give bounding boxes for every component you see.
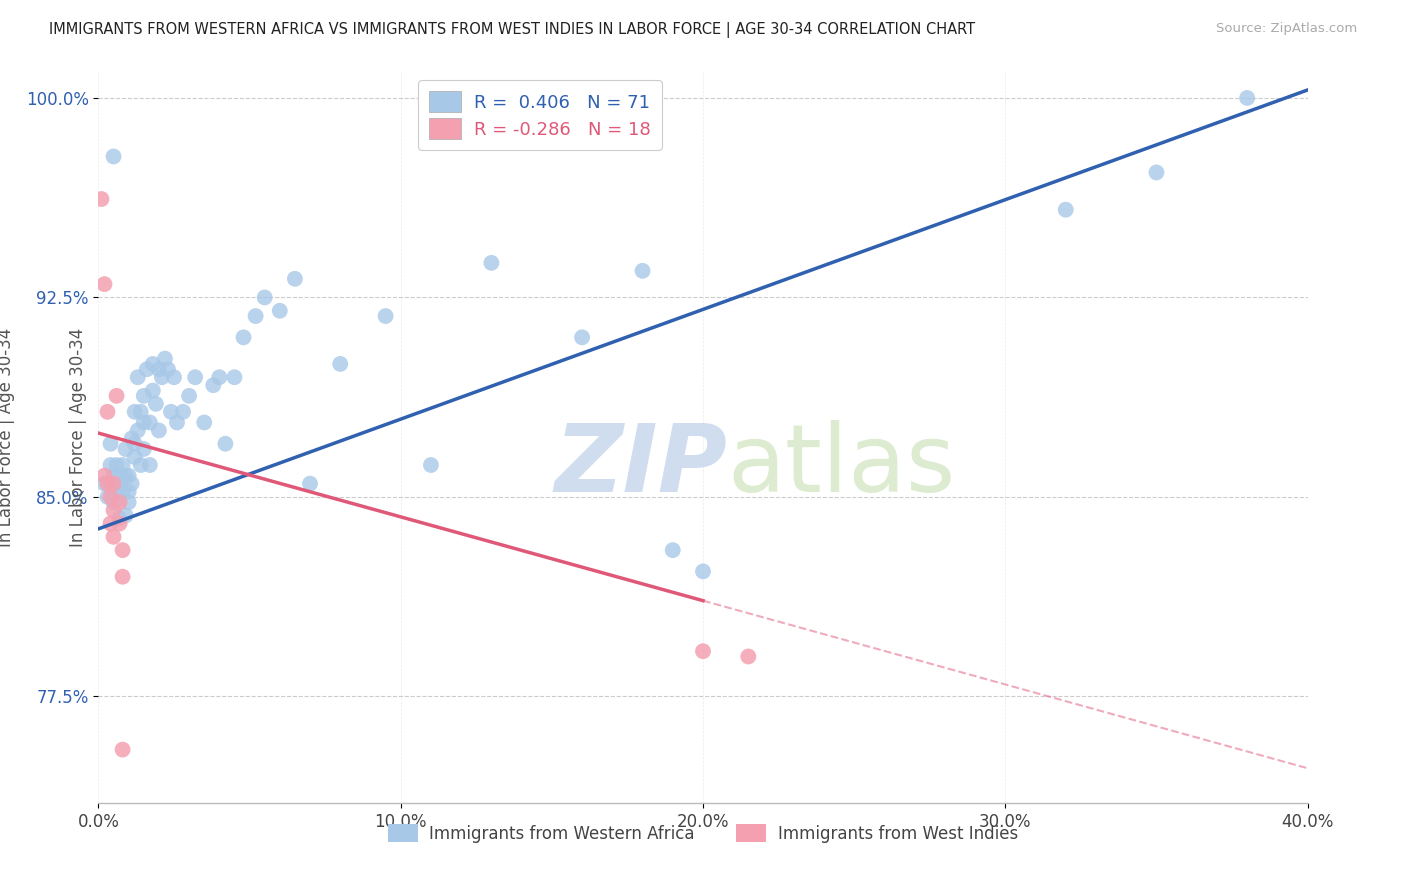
Point bbox=[127, 424, 149, 438]
Point bbox=[93, 476, 115, 491]
Point bbox=[692, 565, 714, 579]
Y-axis label: In Labor Force | Age 30-34: In Labor Force | Age 30-34 bbox=[69, 327, 87, 547]
Point bbox=[118, 495, 141, 509]
Point bbox=[299, 476, 322, 491]
Point bbox=[118, 468, 141, 483]
Point bbox=[481, 256, 503, 270]
Text: Source: ZipAtlas.com: Source: ZipAtlas.com bbox=[1216, 22, 1357, 36]
Point bbox=[118, 484, 141, 499]
Point bbox=[100, 436, 122, 450]
Point bbox=[148, 424, 170, 438]
Point bbox=[93, 277, 115, 292]
Point bbox=[108, 476, 131, 491]
Point bbox=[108, 495, 131, 509]
Point bbox=[420, 458, 443, 472]
Point bbox=[132, 416, 155, 430]
Point bbox=[179, 389, 201, 403]
Point bbox=[103, 495, 125, 509]
Y-axis label: In Labor Force | Age 30-34: In Labor Force | Age 30-34 bbox=[0, 327, 14, 547]
Point bbox=[139, 458, 162, 472]
Text: IMMIGRANTS FROM WESTERN AFRICA VS IMMIGRANTS FROM WEST INDIES IN LABOR FORCE | A: IMMIGRANTS FROM WESTERN AFRICA VS IMMIGR… bbox=[49, 22, 976, 38]
Point bbox=[132, 389, 155, 403]
Text: ZIP: ZIP bbox=[554, 420, 727, 512]
Point bbox=[108, 516, 131, 531]
Point bbox=[374, 309, 396, 323]
Point bbox=[214, 436, 236, 450]
Point bbox=[329, 357, 352, 371]
Point bbox=[105, 458, 128, 472]
Point bbox=[103, 476, 125, 491]
Point bbox=[124, 436, 146, 450]
Point bbox=[1236, 91, 1258, 105]
Point bbox=[142, 357, 165, 371]
Point bbox=[193, 416, 215, 430]
Point bbox=[132, 442, 155, 456]
Point bbox=[103, 530, 125, 544]
Point bbox=[269, 303, 291, 318]
Point bbox=[692, 644, 714, 658]
Point bbox=[114, 468, 136, 483]
Point bbox=[111, 484, 134, 499]
Point bbox=[103, 149, 125, 163]
Point bbox=[153, 351, 176, 366]
Point bbox=[129, 458, 152, 472]
Point bbox=[96, 490, 118, 504]
Point bbox=[121, 476, 143, 491]
Point bbox=[184, 370, 207, 384]
Point bbox=[111, 543, 134, 558]
Point bbox=[208, 370, 231, 384]
Point bbox=[129, 405, 152, 419]
Point bbox=[114, 442, 136, 456]
Point bbox=[142, 384, 165, 398]
Point bbox=[145, 397, 167, 411]
Point bbox=[156, 362, 179, 376]
Point bbox=[111, 570, 134, 584]
Legend: Immigrants from Western Africa, Immigrants from West Indies: Immigrants from Western Africa, Immigran… bbox=[381, 818, 1025, 849]
Point bbox=[108, 468, 131, 483]
Point bbox=[100, 516, 122, 531]
Point bbox=[90, 192, 112, 206]
Point bbox=[108, 511, 131, 525]
Point bbox=[224, 370, 246, 384]
Point bbox=[172, 405, 194, 419]
Point bbox=[103, 468, 125, 483]
Point bbox=[105, 389, 128, 403]
Point bbox=[1054, 202, 1077, 217]
Point bbox=[737, 649, 759, 664]
Point bbox=[100, 458, 122, 472]
Point bbox=[202, 378, 225, 392]
Point bbox=[245, 309, 267, 323]
Point bbox=[163, 370, 186, 384]
Point bbox=[253, 290, 276, 304]
Point bbox=[105, 484, 128, 499]
Point bbox=[160, 405, 183, 419]
Text: atlas: atlas bbox=[727, 420, 956, 512]
Point bbox=[571, 330, 593, 344]
Point bbox=[111, 458, 134, 472]
Point bbox=[631, 264, 654, 278]
Point bbox=[111, 742, 134, 756]
Point bbox=[96, 405, 118, 419]
Point bbox=[661, 543, 683, 558]
Point bbox=[150, 370, 173, 384]
Point bbox=[166, 416, 188, 430]
Point bbox=[284, 272, 307, 286]
Point bbox=[148, 362, 170, 376]
Point bbox=[121, 431, 143, 445]
Point bbox=[103, 503, 125, 517]
Point bbox=[1144, 165, 1167, 179]
Point bbox=[127, 370, 149, 384]
Point bbox=[124, 405, 146, 419]
Point bbox=[124, 450, 146, 464]
Point bbox=[135, 362, 157, 376]
Point bbox=[114, 508, 136, 523]
Point bbox=[93, 468, 115, 483]
Point bbox=[139, 416, 162, 430]
Point bbox=[232, 330, 254, 344]
Point bbox=[96, 476, 118, 491]
Point bbox=[100, 490, 122, 504]
